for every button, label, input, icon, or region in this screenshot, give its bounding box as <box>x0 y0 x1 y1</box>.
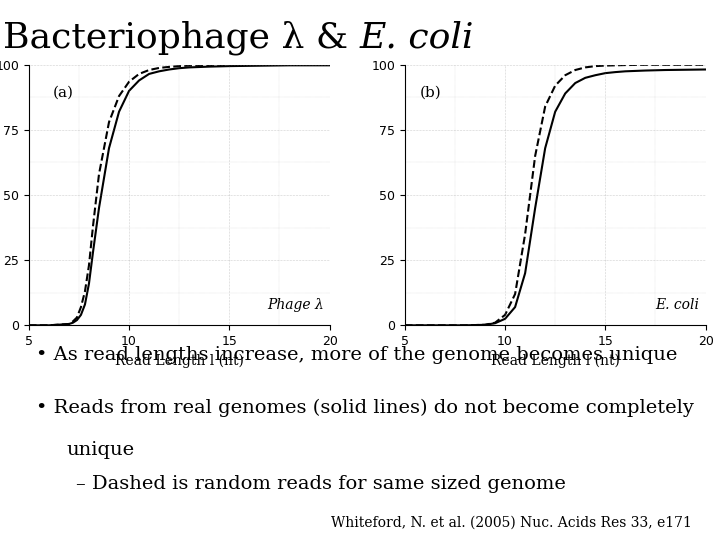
Text: Bacteriophage λ &: Bacteriophage λ & <box>4 21 360 55</box>
Text: Whiteford, N. et al. (2005) Nuc. Acids Res 33, e171: Whiteford, N. et al. (2005) Nuc. Acids R… <box>331 515 692 529</box>
Text: • Reads from real genomes (solid lines) do not become completely: • Reads from real genomes (solid lines) … <box>35 399 693 416</box>
Text: (a): (a) <box>53 86 74 100</box>
Text: (b): (b) <box>420 86 441 100</box>
X-axis label: Read Length l (nt): Read Length l (nt) <box>114 354 243 368</box>
X-axis label: Read Length l (nt): Read Length l (nt) <box>491 354 620 368</box>
Text: unique: unique <box>66 441 134 458</box>
Text: Phage λ: Phage λ <box>267 298 323 312</box>
Text: E. coli: E. coli <box>656 298 700 312</box>
Text: – Dashed is random reads for same sized genome: – Dashed is random reads for same sized … <box>76 475 566 493</box>
Text: E. coli: E. coli <box>360 21 474 55</box>
Text: • As read lengths increase, more of the genome becomes unique: • As read lengths increase, more of the … <box>35 346 677 364</box>
